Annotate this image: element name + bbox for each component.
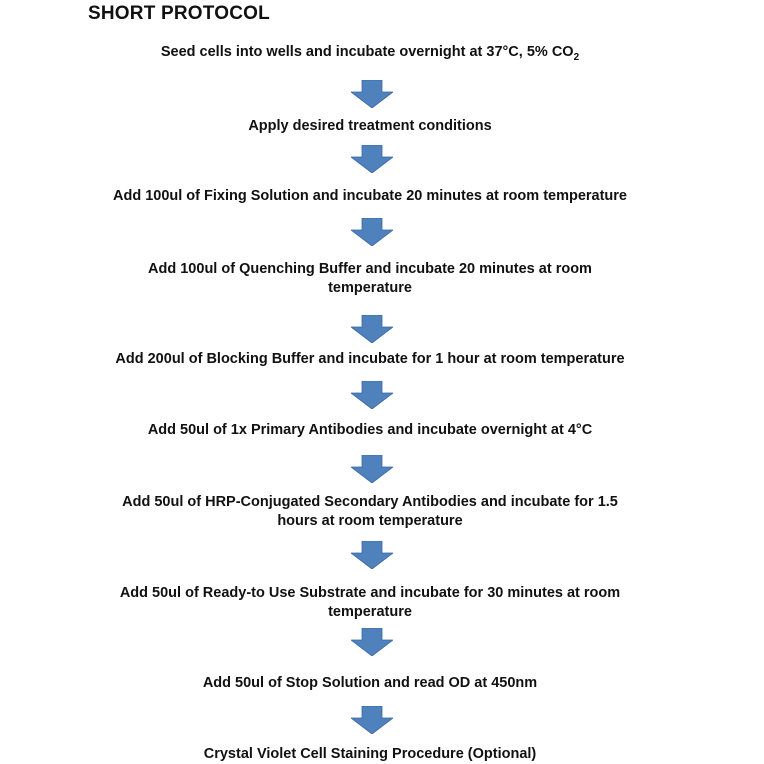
down-arrow-icon [351,706,393,734]
step-8: Add 50ul of Ready-to Use Substrate and i… [70,584,670,622]
down-arrow-icon [351,80,393,108]
step-text: hours at room temperature [277,513,463,529]
down-arrow-icon [351,315,393,343]
step-text: Add 100ul of Fixing Solution and incubat… [112,188,627,204]
step-text: Crystal Violet Cell Staining Procedure (… [203,746,537,762]
step-text: Add 50ul of Stop Solution and read OD at… [202,675,538,691]
step-7: Add 50ul of HRP-Conjugated Secondary Ant… [70,493,670,531]
down-arrow-icon [351,145,393,173]
down-arrow-icon [351,381,393,409]
step-text: Seed cells into wells and incubate overn… [160,44,574,60]
step-text: temperature [328,604,412,620]
step-text: Apply desired treatment conditions [248,118,492,134]
step-text: Add 100ul of Quenching Buffer and incuba… [148,261,592,277]
down-arrow-icon [351,218,393,246]
down-arrow-icon [351,541,393,569]
step-1: Seed cells into wells and incubate overn… [70,43,670,67]
step-5: Add 200ul of Blocking Buffer and incubat… [70,350,670,369]
step-4: Add 100ul of Quenching Buffer and incuba… [70,260,670,298]
page-title: SHORT PROTOCOL [88,3,270,24]
step-3: Add 100ul of Fixing Solution and incubat… [70,187,670,206]
subscript: 2 [573,51,580,63]
step-text: temperature [328,280,412,296]
step-10: Crystal Violet Cell Staining Procedure (… [70,745,670,764]
down-arrow-icon [351,628,393,656]
down-arrow-icon [351,455,393,483]
step-6: Add 50ul of 1x Primary Antibodies and in… [70,421,670,440]
step-text: Add 50ul of Ready-to Use Substrate and i… [119,585,621,601]
step-9: Add 50ul of Stop Solution and read OD at… [70,674,670,693]
step-text: Add 50ul of HRP-Conjugated Secondary Ant… [122,494,618,510]
step-text: Add 200ul of Blocking Buffer and incubat… [115,351,625,367]
step-text: Add 50ul of 1x Primary Antibodies and in… [147,422,593,438]
step-2: Apply desired treatment conditions [70,117,670,136]
